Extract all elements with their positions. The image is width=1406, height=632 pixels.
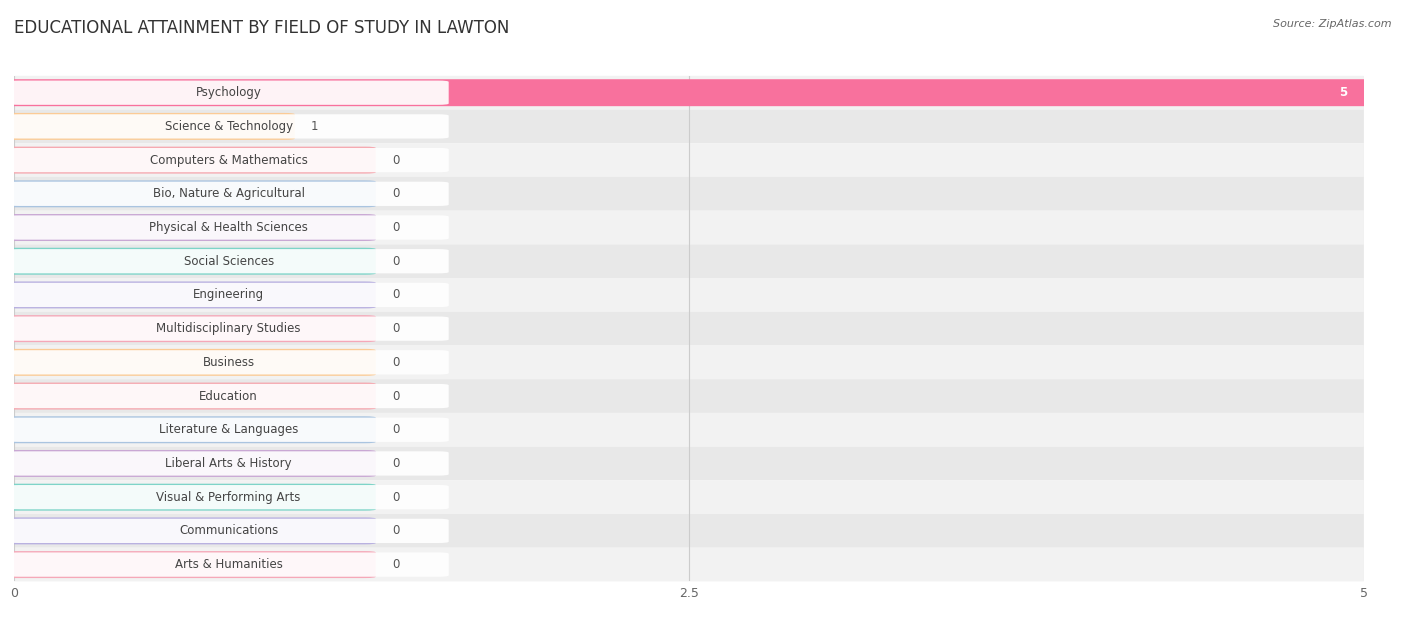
FancyBboxPatch shape — [3, 416, 375, 443]
Text: 0: 0 — [392, 490, 399, 504]
FancyBboxPatch shape — [8, 552, 449, 577]
FancyBboxPatch shape — [14, 177, 1364, 210]
FancyBboxPatch shape — [8, 181, 449, 206]
Text: EDUCATIONAL ATTAINMENT BY FIELD OF STUDY IN LAWTON: EDUCATIONAL ATTAINMENT BY FIELD OF STUDY… — [14, 19, 509, 37]
FancyBboxPatch shape — [3, 147, 375, 174]
Text: 0: 0 — [392, 423, 399, 436]
Text: 1: 1 — [311, 120, 319, 133]
FancyBboxPatch shape — [14, 447, 1364, 480]
Text: 0: 0 — [392, 187, 399, 200]
FancyBboxPatch shape — [14, 109, 1364, 143]
FancyBboxPatch shape — [14, 379, 1364, 413]
FancyBboxPatch shape — [8, 485, 449, 509]
Text: Literature & Languages: Literature & Languages — [159, 423, 298, 436]
FancyBboxPatch shape — [14, 548, 1364, 581]
Text: Social Sciences: Social Sciences — [184, 255, 274, 268]
Text: 0: 0 — [392, 356, 399, 369]
FancyBboxPatch shape — [8, 283, 449, 307]
Text: Multidisciplinary Studies: Multidisciplinary Studies — [156, 322, 301, 335]
FancyBboxPatch shape — [14, 76, 1364, 109]
Text: 0: 0 — [392, 288, 399, 301]
Text: Bio, Nature & Agricultural: Bio, Nature & Agricultural — [153, 187, 305, 200]
Text: Communications: Communications — [179, 525, 278, 537]
FancyBboxPatch shape — [8, 418, 449, 442]
FancyBboxPatch shape — [8, 80, 449, 105]
FancyBboxPatch shape — [8, 519, 449, 543]
Text: Computers & Mathematics: Computers & Mathematics — [149, 154, 308, 167]
FancyBboxPatch shape — [3, 382, 375, 410]
FancyBboxPatch shape — [8, 384, 449, 408]
FancyBboxPatch shape — [8, 350, 449, 375]
FancyBboxPatch shape — [8, 114, 449, 138]
Text: Psychology: Psychology — [195, 86, 262, 99]
FancyBboxPatch shape — [14, 514, 1364, 548]
Text: Education: Education — [200, 389, 259, 403]
Text: Arts & Humanities: Arts & Humanities — [174, 558, 283, 571]
FancyBboxPatch shape — [8, 317, 449, 341]
Text: Engineering: Engineering — [193, 288, 264, 301]
FancyBboxPatch shape — [14, 245, 1364, 278]
FancyBboxPatch shape — [3, 214, 375, 241]
Text: 0: 0 — [392, 322, 399, 335]
FancyBboxPatch shape — [14, 413, 1364, 447]
FancyBboxPatch shape — [14, 480, 1364, 514]
FancyBboxPatch shape — [3, 551, 375, 578]
FancyBboxPatch shape — [14, 278, 1364, 312]
FancyBboxPatch shape — [3, 450, 375, 477]
FancyBboxPatch shape — [3, 315, 375, 342]
Text: Visual & Performing Arts: Visual & Performing Arts — [156, 490, 301, 504]
Text: 0: 0 — [392, 221, 399, 234]
FancyBboxPatch shape — [8, 249, 449, 274]
Text: Science & Technology: Science & Technology — [165, 120, 292, 133]
Text: 0: 0 — [392, 255, 399, 268]
FancyBboxPatch shape — [3, 79, 1375, 106]
Text: Source: ZipAtlas.com: Source: ZipAtlas.com — [1274, 19, 1392, 29]
Text: Liberal Arts & History: Liberal Arts & History — [166, 457, 292, 470]
Text: 5: 5 — [1340, 86, 1347, 99]
FancyBboxPatch shape — [14, 312, 1364, 346]
FancyBboxPatch shape — [3, 281, 375, 308]
FancyBboxPatch shape — [3, 113, 295, 140]
Text: 0: 0 — [392, 558, 399, 571]
FancyBboxPatch shape — [8, 451, 449, 476]
Text: 0: 0 — [392, 389, 399, 403]
Text: Physical & Health Sciences: Physical & Health Sciences — [149, 221, 308, 234]
FancyBboxPatch shape — [14, 346, 1364, 379]
FancyBboxPatch shape — [3, 518, 375, 544]
FancyBboxPatch shape — [14, 210, 1364, 245]
FancyBboxPatch shape — [3, 180, 375, 207]
FancyBboxPatch shape — [14, 143, 1364, 177]
Text: 0: 0 — [392, 154, 399, 167]
FancyBboxPatch shape — [3, 349, 375, 376]
Text: Business: Business — [202, 356, 254, 369]
Text: 0: 0 — [392, 525, 399, 537]
FancyBboxPatch shape — [8, 148, 449, 173]
FancyBboxPatch shape — [3, 483, 375, 511]
FancyBboxPatch shape — [3, 248, 375, 275]
Text: 0: 0 — [392, 457, 399, 470]
FancyBboxPatch shape — [8, 216, 449, 240]
